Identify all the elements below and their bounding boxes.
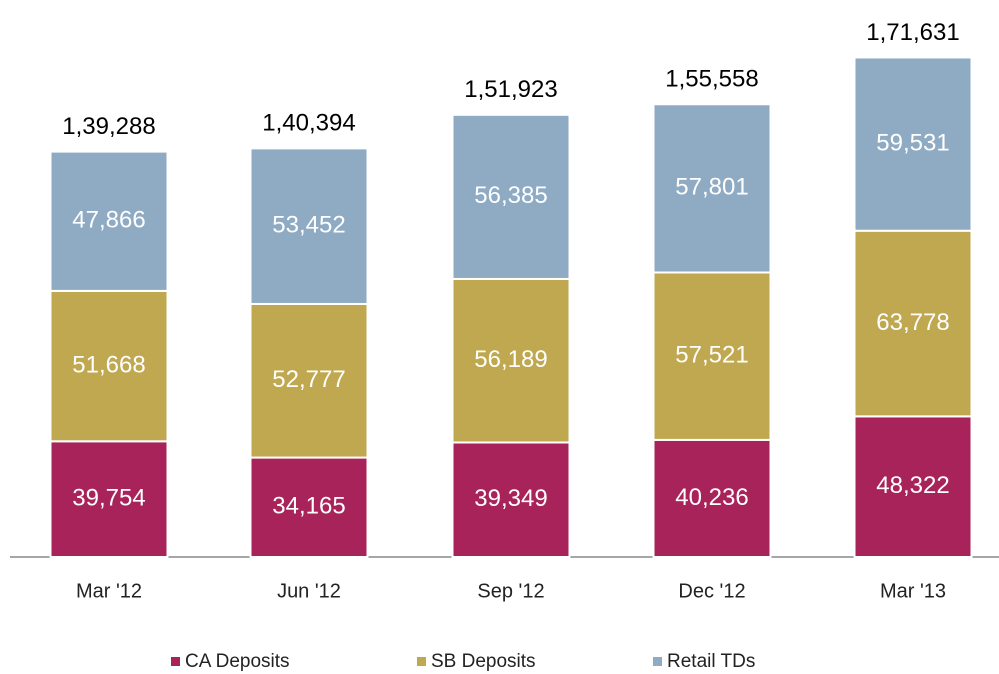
- bar-segment: [49, 440, 169, 558]
- bar-segment: [652, 271, 772, 441]
- bar-segment: [451, 277, 571, 444]
- x-tick-label: Sep '12: [477, 580, 544, 602]
- value-label: 39,754: [72, 484, 145, 511]
- legend-swatch: [417, 657, 426, 666]
- value-label: 51,668: [72, 351, 145, 378]
- value-label: 47,866: [72, 207, 145, 234]
- value-label: 56,189: [474, 346, 547, 373]
- value-label: 39,349: [474, 485, 547, 512]
- total-label: 1,71,631: [866, 19, 959, 46]
- x-tick-label: Mar '12: [76, 580, 142, 602]
- value-label: 57,521: [675, 342, 748, 369]
- bar-segment: [451, 441, 571, 558]
- value-label: 59,531: [876, 129, 949, 156]
- total-label: 1,40,394: [262, 110, 355, 137]
- value-label: 57,801: [675, 174, 748, 201]
- value-label: 48,322: [876, 472, 949, 499]
- bar-segment: [652, 438, 772, 558]
- bar-segment: [853, 415, 973, 558]
- legend-label: SB Deposits: [431, 651, 536, 672]
- value-label: 53,452: [272, 212, 345, 239]
- bar-segment: [853, 56, 973, 232]
- bar-segment: [249, 147, 369, 305]
- value-label: 56,385: [474, 182, 547, 209]
- total-label: 1,51,923: [464, 76, 557, 103]
- x-tick-label: Dec '12: [678, 580, 745, 602]
- legend-swatch: [171, 657, 180, 666]
- legend-label: Retail TDs: [667, 651, 755, 672]
- x-tick-label: Jun '12: [277, 580, 341, 602]
- value-label: 40,236: [675, 484, 748, 511]
- bar-segment: [49, 289, 169, 443]
- legend-label: CA Deposits: [185, 651, 290, 672]
- bar-segment: [853, 229, 973, 418]
- total-label: 1,55,558: [665, 66, 758, 93]
- value-label: 52,777: [272, 366, 345, 393]
- bar-segment: [49, 150, 169, 292]
- value-label: 63,778: [876, 309, 949, 336]
- bar-segment: [249, 302, 369, 459]
- x-tick-label: Mar '13: [880, 580, 946, 602]
- total-label: 1,39,288: [62, 113, 155, 140]
- bar-segment: [249, 456, 369, 558]
- bar-segment: [652, 103, 772, 274]
- bar-segment: [451, 113, 571, 280]
- value-label: 34,165: [272, 493, 345, 520]
- legend-swatch: [653, 657, 662, 666]
